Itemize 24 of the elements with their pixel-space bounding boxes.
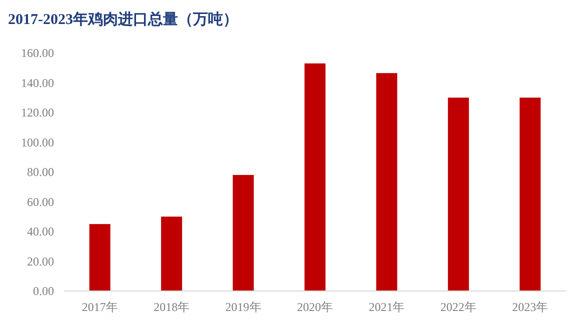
- bar: [89, 224, 110, 291]
- y-tick-label: 0.00: [33, 284, 54, 298]
- y-tick-label: 100.00: [21, 135, 54, 150]
- y-tick-label: 80.00: [27, 165, 54, 179]
- x-tick-label: 2022年: [440, 300, 476, 314]
- x-tick-label: 2023年: [512, 300, 548, 314]
- x-tick-label: 2017年: [82, 300, 118, 314]
- bar: [448, 98, 469, 291]
- x-tick-label: 2018年: [154, 300, 190, 314]
- x-tick-label: 2020年: [297, 300, 333, 314]
- x-tick-label: 2021年: [368, 300, 405, 314]
- bar: [520, 98, 541, 291]
- bar: [161, 216, 182, 291]
- chart-title: 2017-2023年鸡肉进口总量（万吨）: [8, 11, 238, 28]
- y-tick-label: 160.00: [21, 46, 54, 60]
- bar: [304, 63, 326, 291]
- y-tick-label: 40.00: [27, 224, 54, 238]
- bar: [232, 174, 254, 291]
- y-tick-label: 140.00: [21, 76, 54, 90]
- bar: [376, 73, 398, 291]
- y-tick-label: 60.00: [27, 194, 54, 209]
- x-tick-label: 2019年: [225, 300, 262, 314]
- y-tick-label: 20.00: [27, 254, 54, 268]
- y-tick-label: 120.00: [21, 106, 54, 120]
